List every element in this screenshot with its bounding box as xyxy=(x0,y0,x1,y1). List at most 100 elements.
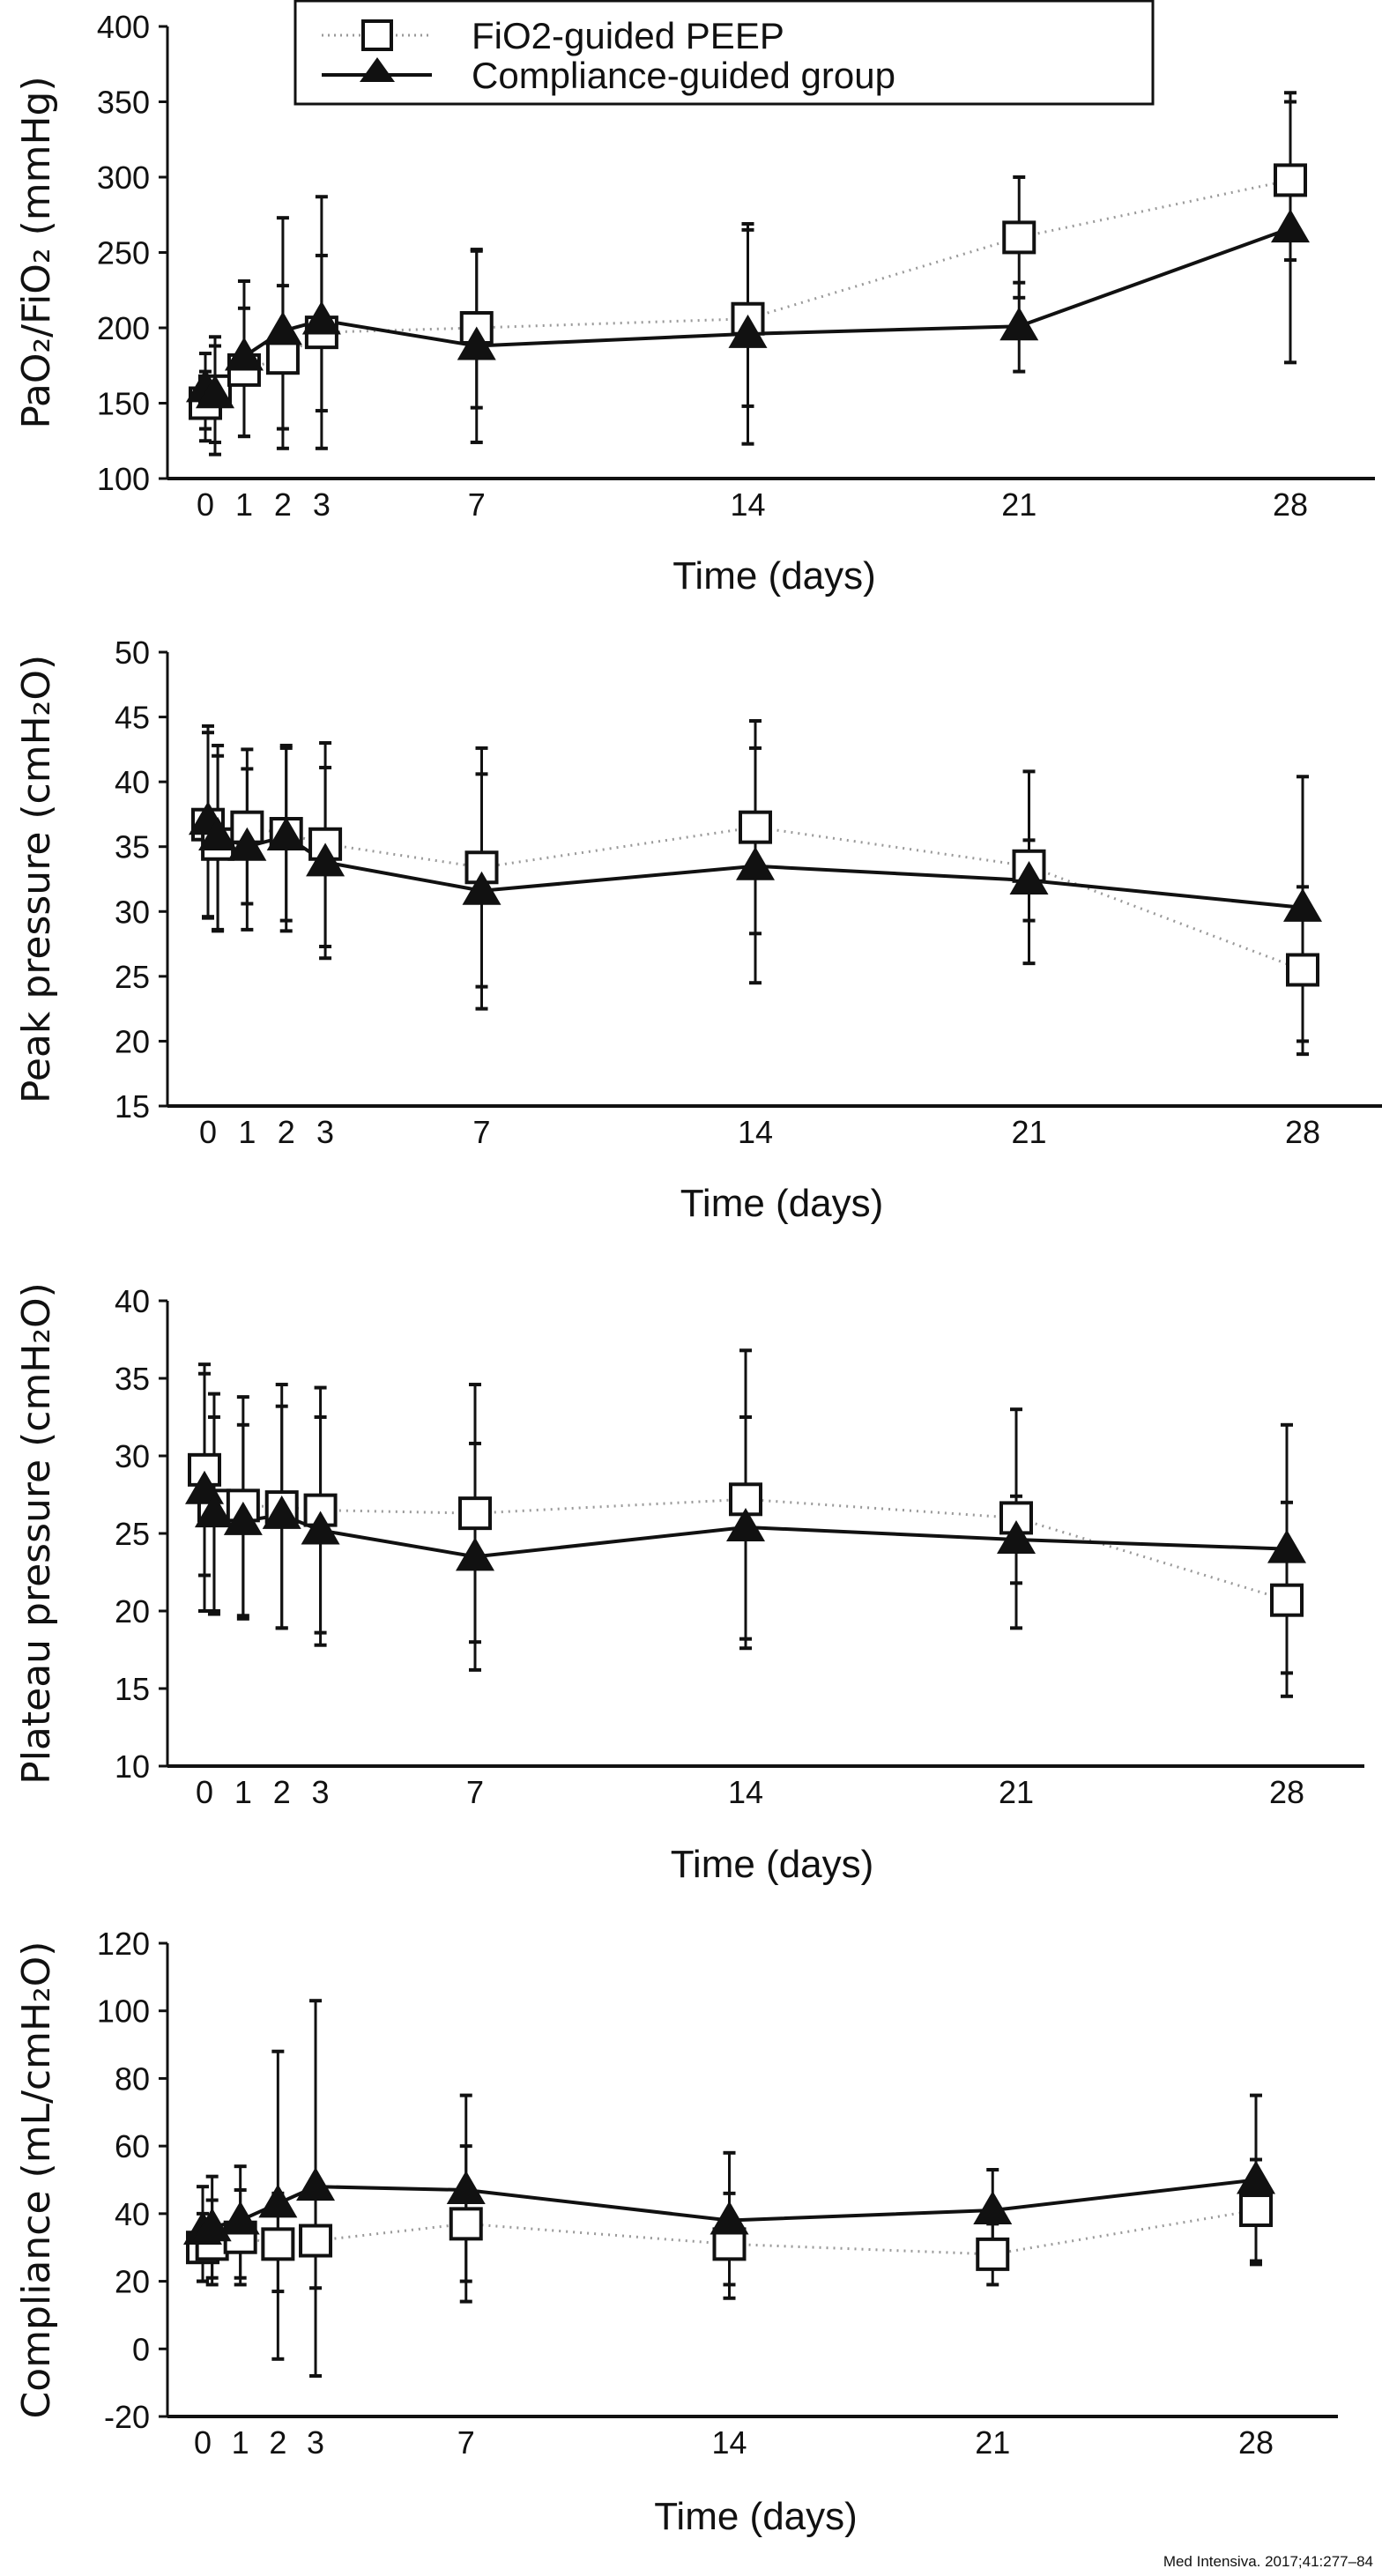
y-tick-label: 20 xyxy=(115,2264,150,2300)
x-axis-label: Time (days) xyxy=(672,554,876,598)
data-point-compliance xyxy=(726,1507,765,1541)
data-point-compliance xyxy=(999,307,1039,341)
x-tick-label: 3 xyxy=(312,1774,330,1810)
y-tick-label: 15 xyxy=(115,1671,150,1707)
x-tick-label: 2 xyxy=(278,1114,295,1150)
data-point-compliance xyxy=(456,1537,494,1571)
data-point-compliance xyxy=(1283,887,1322,922)
data-point-compliance xyxy=(728,314,768,348)
x-tick-label: 3 xyxy=(307,2424,324,2461)
data-point-compliance xyxy=(1009,860,1049,895)
y-axis-label: Plateau pressure (cmH₂O) xyxy=(14,1282,59,1785)
x-tick-label: 1 xyxy=(238,1114,256,1150)
legend-label-fio2: FiO2-guided PEEP xyxy=(472,15,784,56)
y-tick-label: 100 xyxy=(97,1993,150,2030)
x-tick-label: 28 xyxy=(1273,486,1308,523)
y-tick-label: 45 xyxy=(115,700,150,736)
y-tick-label: 350 xyxy=(97,85,150,121)
x-tick-label: 7 xyxy=(472,1114,490,1150)
x-tick-label: 28 xyxy=(1285,1114,1320,1150)
x-tick-label: 28 xyxy=(1238,2424,1274,2461)
chart-panel-1: 100 150 200 250 300 350 400 0 1 2 3 7 14 21 28 Time (da… xyxy=(14,9,1375,598)
data-point-fio2 xyxy=(299,2223,333,2258)
y-tick-label: 25 xyxy=(115,959,150,995)
chart-panel-2: 15 20 25 30 35 40 45 50 0 1 2 3 7 14 21 28 Time (days) Pe… xyxy=(14,635,1382,1225)
y-tick-label: 250 xyxy=(97,235,150,271)
x-tick-label: 0 xyxy=(199,1114,217,1150)
y-tick-label: 25 xyxy=(115,1516,150,1552)
data-point-compliance xyxy=(227,827,267,861)
x-tick-label: 0 xyxy=(197,486,214,523)
x-tick-label: 21 xyxy=(999,1774,1034,1810)
data-point-fio2 xyxy=(1002,220,1036,255)
data-point-compliance xyxy=(736,846,775,880)
x-tick-label: 14 xyxy=(711,2424,747,2461)
data-point-fio2 xyxy=(739,810,772,844)
y-tick-label: 40 xyxy=(115,764,150,800)
x-axis-label: Time (days) xyxy=(680,1182,884,1225)
x-tick-label: 3 xyxy=(316,1114,334,1150)
legend-label-compliance: Compliance-guided group xyxy=(472,55,895,96)
x-tick-label: 7 xyxy=(468,486,486,523)
x-tick-label: 2 xyxy=(269,2424,286,2461)
data-point-fio2 xyxy=(1286,953,1319,987)
data-point-compliance xyxy=(192,2208,232,2242)
y-axis-label: Compliance (mL/cmH₂O) xyxy=(14,1941,59,2419)
data-point-fio2 xyxy=(449,2207,483,2241)
data-point-compliance xyxy=(301,301,341,335)
y-tick-label: 20 xyxy=(115,1593,150,1629)
x-tick-label: 21 xyxy=(1011,1114,1046,1150)
x-tick-label: 1 xyxy=(235,486,253,523)
data-point-compliance xyxy=(263,311,302,345)
x-tick-label: 7 xyxy=(466,1774,484,1810)
y-tick-label: 30 xyxy=(115,894,150,930)
x-tick-label: 14 xyxy=(738,1114,773,1150)
data-point-fio2 xyxy=(1239,2194,1273,2228)
data-point-compliance xyxy=(457,326,496,360)
legend: FiO2-guided PEEP Compliance-guided group xyxy=(293,0,1155,106)
data-point-compliance xyxy=(1271,209,1310,243)
data-point-compliance xyxy=(195,375,234,409)
y-tick-label: 150 xyxy=(97,386,150,422)
data-point-compliance xyxy=(973,2191,1013,2225)
y-tick-label: 80 xyxy=(115,2060,150,2097)
data-point-compliance xyxy=(1267,1529,1306,1563)
x-axis-label: Time (days) xyxy=(671,1843,874,1886)
x-tick-label: 14 xyxy=(730,486,765,523)
data-point-fio2 xyxy=(976,2237,1010,2271)
y-tick-label: 300 xyxy=(97,160,150,196)
citation: Med Intensiva. 2017;41:277–84 xyxy=(1163,2553,1373,2570)
x-tick-label: 3 xyxy=(313,486,331,523)
data-point-compliance xyxy=(997,1520,1036,1555)
data-point-fio2 xyxy=(265,341,300,375)
y-tick-label: 40 xyxy=(115,1283,150,1319)
x-tick-label: 14 xyxy=(728,1774,763,1810)
legend-box xyxy=(293,0,1155,106)
y-tick-label: 10 xyxy=(115,1748,150,1785)
x-tick-label: 1 xyxy=(232,2424,249,2461)
y-tick-label: 35 xyxy=(115,829,150,865)
x-tick-label: 21 xyxy=(1001,486,1036,523)
data-point-compliance xyxy=(224,337,264,371)
x-tick-label: 28 xyxy=(1269,1774,1304,1810)
data-point-compliance xyxy=(1237,2160,1275,2194)
legend-marker-triangle xyxy=(360,57,395,82)
data-point-fio2 xyxy=(458,1496,492,1531)
data-point-compliance xyxy=(198,816,238,850)
chart-panel-3: 10 15 20 25 30 35 40 0 1 2 3 7 14 21 28 Time (days) Plat… xyxy=(14,1282,1364,1886)
data-point-compliance xyxy=(462,871,502,905)
data-point-compliance xyxy=(296,2167,336,2201)
data-point-compliance xyxy=(301,1511,340,1545)
series-line-fio2 xyxy=(202,2209,1257,2256)
x-tick-label: 1 xyxy=(234,1774,252,1810)
y-tick-label: 15 xyxy=(115,1088,150,1125)
x-tick-label: 2 xyxy=(274,486,292,523)
data-point-compliance xyxy=(220,2201,260,2235)
y-tick-label: 120 xyxy=(97,1926,150,1962)
x-tick-label: 21 xyxy=(975,2424,1010,2461)
data-point-compliance xyxy=(306,843,346,877)
y-tick-label: 35 xyxy=(115,1361,150,1397)
data-point-compliance xyxy=(223,1501,263,1535)
